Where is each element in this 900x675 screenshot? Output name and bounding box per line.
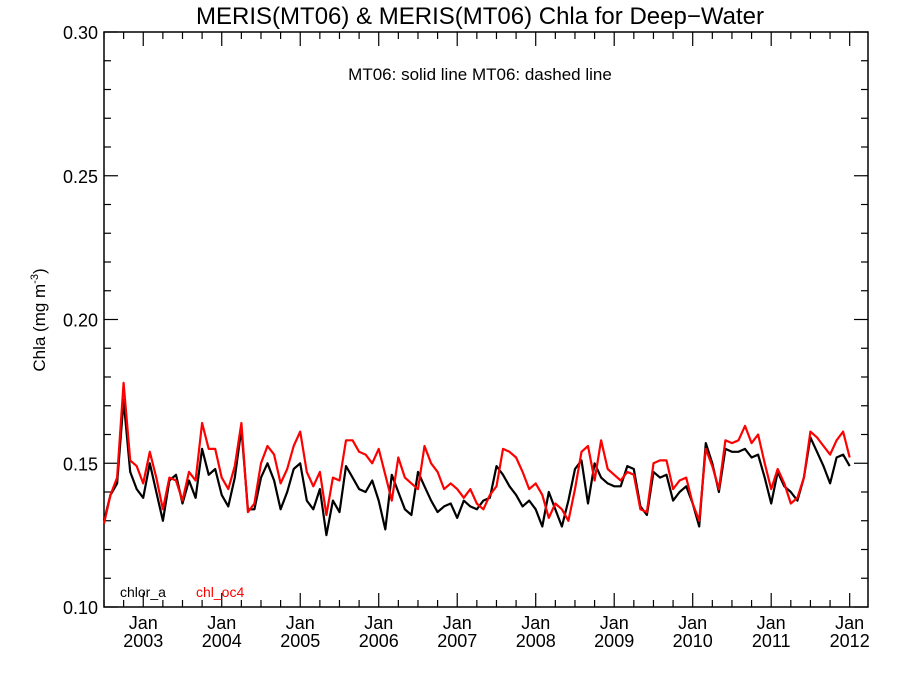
chart-title: MERIS(MT06) & MERIS(MT06) Chla for Deep−… bbox=[196, 3, 764, 30]
x-tick-label-year: 2011 bbox=[752, 631, 791, 651]
x-tick-label-year: 2005 bbox=[280, 631, 320, 651]
x-tick-label-year: 2007 bbox=[437, 631, 477, 651]
y-tick-label: 0.15 bbox=[63, 454, 98, 474]
legend-chlor-a: chlor_a bbox=[120, 584, 166, 600]
x-tick-label-month: Jan bbox=[521, 613, 550, 633]
y-tick-label: 0.20 bbox=[63, 311, 98, 331]
x-tick-label-month: Jan bbox=[207, 613, 236, 633]
series-line-chl-oc4 bbox=[102, 381, 851, 524]
y-tick-label: 0.30 bbox=[63, 23, 98, 43]
x-tick-label-month: Jan bbox=[286, 613, 315, 633]
y-tick-label: 0.10 bbox=[63, 598, 98, 618]
x-tick-label-month: Jan bbox=[835, 613, 864, 633]
x-tick-label-year: 2006 bbox=[359, 631, 399, 651]
series-group bbox=[102, 381, 851, 537]
line-style-annotation: MT06: solid line MT06: dashed line bbox=[348, 65, 612, 84]
x-tick-label-year: 2003 bbox=[123, 631, 163, 651]
y-axis-label: Chla (mg m-3) bbox=[29, 268, 49, 371]
x-tick-label-year: 2004 bbox=[202, 631, 242, 651]
y-tick-label: 0.25 bbox=[63, 167, 98, 187]
x-tick-label-year: 2012 bbox=[830, 631, 870, 651]
x-tick-label-month: Jan bbox=[678, 613, 707, 633]
plot-frame bbox=[103, 31, 869, 608]
legend-chl-oc4: chl_oc4 bbox=[196, 584, 244, 600]
x-tick-label-month: Jan bbox=[443, 613, 472, 633]
x-tick-label-month: Jan bbox=[757, 613, 786, 633]
x-tick-label-month: Jan bbox=[600, 613, 629, 633]
x-tick-label-year: 2009 bbox=[594, 631, 634, 651]
x-tick-label-month: Jan bbox=[129, 613, 158, 633]
x-tick-label-year: 2010 bbox=[673, 631, 713, 651]
x-tick-label-month: Jan bbox=[364, 613, 393, 633]
x-axis: Jan2003Jan2004Jan2005Jan2006Jan2007Jan20… bbox=[103, 32, 870, 651]
y-axis: 0.10 0.15 0.20 0.25 0.30 bbox=[63, 23, 868, 618]
series-line-chlor-a bbox=[102, 398, 851, 537]
x-tick-label-year: 2008 bbox=[516, 631, 556, 651]
